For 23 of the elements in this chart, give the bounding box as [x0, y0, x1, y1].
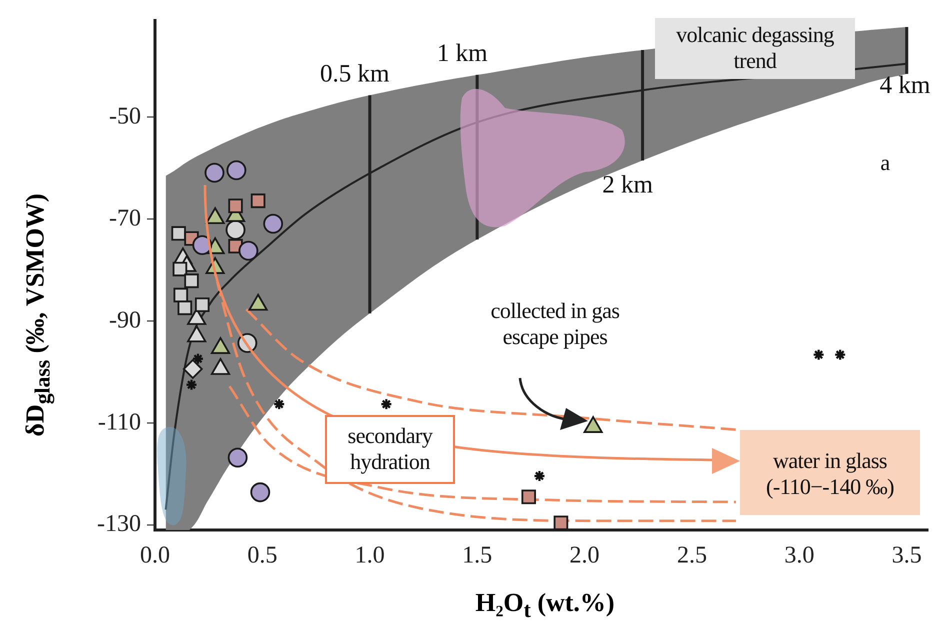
- ref-line-label: 4 km: [880, 72, 931, 99]
- x-tick-label: 0.5: [247, 542, 278, 569]
- annotation: water in glass (-110−-140 ‰): [740, 430, 920, 515]
- y-tick-label: -70: [109, 205, 141, 232]
- ref-line-label: 1 km: [436, 40, 488, 67]
- y-tick-label: -90: [109, 307, 141, 334]
- annotation: a: [879, 150, 891, 176]
- x-tick-label: 3.5: [892, 542, 922, 569]
- x-tick-label: 1.5: [462, 542, 492, 569]
- x-tick-label: 0.0: [140, 542, 170, 569]
- annotation: secondary hydration: [325, 415, 455, 484]
- x-tick-label: 2.5: [676, 542, 707, 569]
- y-tick-label: -110: [98, 409, 141, 436]
- y-tick-label: -50: [109, 104, 141, 130]
- x-tick-label: 3.0: [784, 542, 814, 569]
- x-axis-title: H₂O$_{t}$ (wt.%): [474, 588, 616, 624]
- y-tick-label: -130: [97, 511, 141, 538]
- x-tick-label: 1.0: [354, 542, 385, 569]
- x-tick-label: 2.0: [570, 542, 600, 569]
- ref-line-label: 0.5 km: [320, 60, 390, 88]
- annotation: volcanic degassing trend: [655, 18, 855, 79]
- ref-line-label: 2 km: [602, 172, 654, 199]
- annotation: collected in gas escape pipes: [490, 298, 620, 351]
